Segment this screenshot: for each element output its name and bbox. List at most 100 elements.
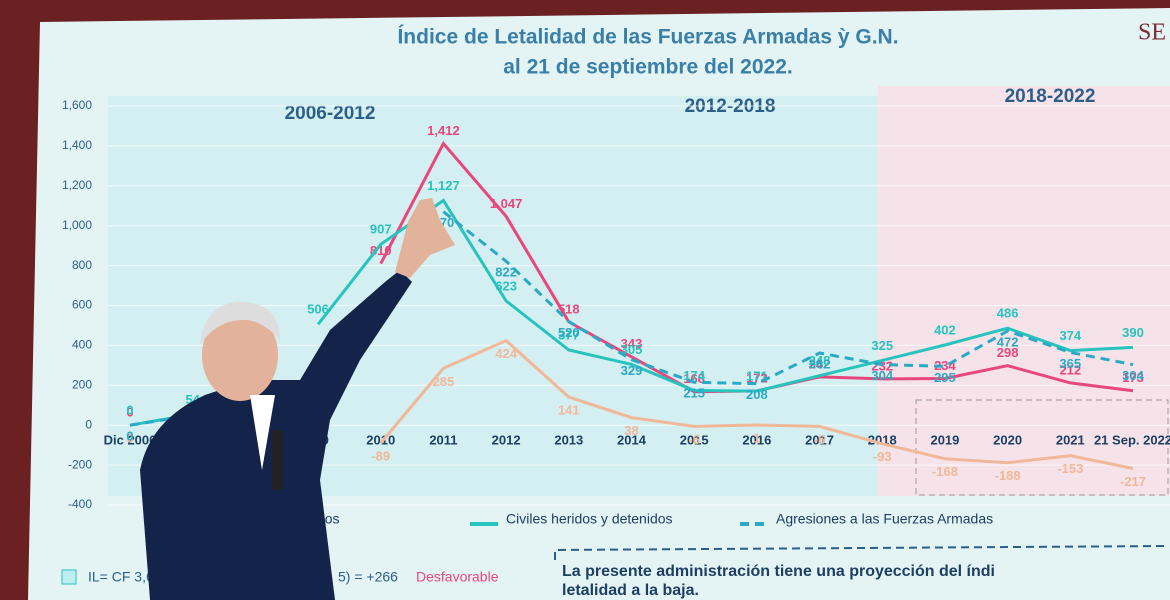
y-tick-label: 400	[72, 338, 92, 352]
data-label: 168	[683, 371, 705, 386]
y-tick-label: 1,000	[62, 218, 92, 232]
period-label: 2012-2018	[685, 96, 776, 117]
data-label: 215	[683, 386, 705, 401]
data-label: 304	[871, 368, 893, 383]
logo: SE	[1138, 20, 1166, 46]
x-tick-label: 21 Sep. 2022	[1094, 432, 1170, 447]
x-tick-label: 2014	[617, 432, 647, 447]
legend-label: Civiles heridos y detenidos	[506, 511, 673, 527]
presenter-shirt	[250, 395, 275, 470]
data-label: 472	[997, 334, 1019, 349]
formula-result: 5) = +266	[338, 569, 398, 585]
data-label: 141	[558, 403, 580, 418]
data-label: 285	[433, 374, 455, 389]
data-label: 0	[126, 405, 133, 420]
data-label: -6	[688, 432, 700, 447]
data-label: 174	[683, 368, 705, 383]
x-tick-label: 2010	[366, 432, 395, 447]
data-label: 362	[809, 356, 831, 371]
x-tick-label: 2011	[429, 432, 457, 447]
presenter	[140, 198, 455, 600]
y-tick-label: -200	[68, 457, 92, 471]
data-label: 304	[1122, 368, 1144, 383]
data-label: 242	[809, 356, 831, 371]
x-tick-label: 2018	[868, 432, 897, 447]
formula-icon	[61, 569, 77, 585]
period-band	[878, 86, 1170, 496]
y-tick-label: 0	[85, 417, 92, 431]
data-label: 0	[126, 429, 133, 444]
data-label: 0	[126, 403, 133, 418]
data-label: 305	[621, 342, 643, 357]
y-tick-label: 1,200	[62, 178, 92, 192]
x-tick-label: 2020	[993, 432, 1022, 447]
data-label: -93	[873, 449, 892, 464]
x-tick-label: 2021	[1056, 432, 1085, 447]
presenter-hand	[395, 198, 455, 278]
data-label: 377	[558, 327, 580, 342]
data-label: 390	[1122, 325, 1144, 340]
series-line	[442, 210, 1134, 386]
x-tick-label: 2017	[805, 432, 834, 447]
x-tick-label: 2015	[680, 432, 709, 447]
plot: -400 -200 0 200 400 600 800 1,000 1,200 1,400 1,60…	[62, 98, 1170, 527]
data-label: -217	[1120, 474, 1146, 489]
data-label: 365	[1059, 356, 1081, 371]
data-label: 295	[934, 370, 956, 385]
highlight-box	[915, 399, 1169, 496]
data-label: 506	[307, 302, 329, 317]
note-line: La presente administración tiene una pro…	[562, 563, 995, 580]
note-frame	[554, 545, 1169, 560]
data-label: 1	[753, 430, 760, 445]
data-label: -153	[1057, 461, 1083, 476]
y-tick-label: 200	[72, 377, 92, 391]
data-label: 0	[126, 431, 133, 446]
data-label: 208	[746, 387, 768, 402]
data-label: -6	[814, 432, 826, 447]
y-tick-label: 1,600	[62, 98, 92, 112]
data-label: 1,127	[427, 178, 460, 193]
presenter-hair	[200, 301, 280, 345]
series-line	[316, 198, 1134, 393]
note-line: letalidad a la baja.	[562, 582, 699, 599]
data-label: 173	[1122, 370, 1144, 385]
presenter-head	[202, 309, 278, 401]
data-label: 329	[621, 363, 643, 378]
x-tick-label: 2012	[492, 432, 521, 447]
data-label: 402	[934, 322, 956, 337]
y-tick-label: 800	[72, 258, 92, 272]
data-label: 518	[558, 301, 580, 316]
data-label: 486	[997, 306, 1019, 321]
data-label: -89	[371, 448, 390, 463]
y-tick-label: -400	[68, 497, 92, 511]
data-label: 810	[370, 243, 392, 258]
formula-status: Desfavorable	[416, 569, 499, 585]
legend-label: Agresiones a las Fuerzas Armadas	[776, 511, 993, 527]
y-tick-label: 600	[72, 298, 92, 312]
data-label: 623	[495, 278, 517, 293]
data-label: 424	[495, 346, 517, 361]
data-label: 38	[624, 423, 638, 438]
x-tick-label: 2013	[554, 432, 583, 447]
data-label: 1,412	[427, 123, 460, 138]
chart-subtitle: al 21 de septiembre del 2022.	[503, 56, 793, 79]
data-label: 374	[1059, 328, 1081, 343]
data-label: 298	[997, 345, 1019, 360]
data-label: 212	[1059, 362, 1081, 377]
data-label: -168	[932, 464, 958, 479]
microphone	[272, 430, 282, 490]
x-tick-label: 2016	[742, 432, 771, 447]
period-label: 2018-2022	[1005, 86, 1096, 107]
data-label: 343	[621, 336, 643, 351]
series-line	[379, 338, 1134, 470]
data-label: 822	[495, 265, 517, 280]
data-label: 907	[370, 222, 392, 237]
data-label: 248	[809, 353, 831, 368]
period-label: 2006-2012	[285, 103, 376, 124]
data-label: 325	[871, 338, 893, 353]
data-label: -188	[995, 468, 1021, 483]
data-label: 1,047	[490, 196, 523, 211]
chart-title: Índice de Letalidad de las Fuerzas Armad…	[397, 26, 898, 49]
x-tick-label: Dic 2006	[104, 432, 157, 447]
